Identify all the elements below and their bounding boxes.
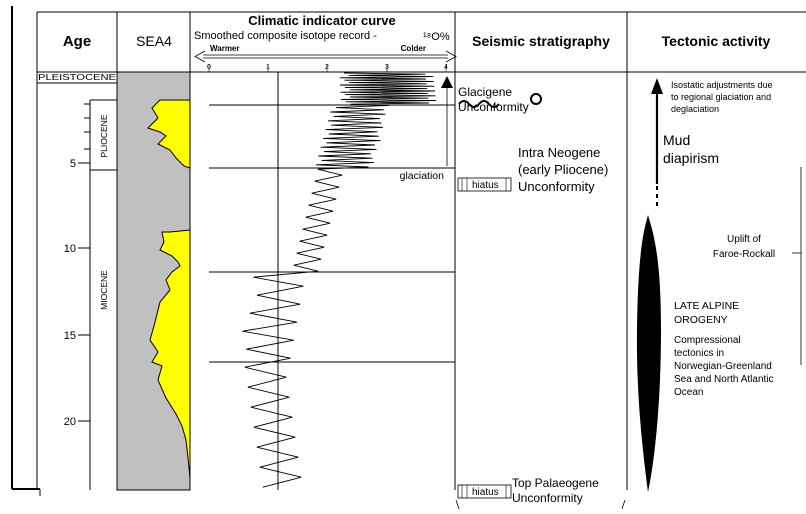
uplift-line-1: Uplift of <box>727 234 761 245</box>
isotope-symbol: ¹⁸O% <box>423 31 450 43</box>
hiatus-box-upper: hiatus <box>457 177 512 192</box>
compressional-line-2: tectonics in <box>674 348 724 359</box>
uplift-line-2: Faroe-Rockall <box>713 249 775 260</box>
glaciation-arrow-head <box>441 76 453 88</box>
age-tick-10: 10 <box>64 243 76 255</box>
outer-frame <box>11 6 41 496</box>
climate-subtitle: Smoothed composite isotope record - <box>194 30 377 42</box>
isostatic-line-3: deglaciation <box>671 104 719 114</box>
isostatic-line-1: Isostatic adjustments due <box>671 80 773 90</box>
sea4-column <box>116 71 191 491</box>
epoch-pliocene: PLIOCENE <box>99 114 109 157</box>
sea4-header: SEA4 <box>136 33 172 49</box>
header-row: Age SEA4 Climatic indicator curve Smooth… <box>36 11 806 490</box>
glaciation-label: glaciation <box>400 170 445 182</box>
glacigene-circle-icon <box>530 93 542 105</box>
warmer-colder-arrow <box>194 50 457 63</box>
scale-tick-1: 1 <box>266 64 270 71</box>
age-tick-20: 20 <box>64 416 76 428</box>
isotope-curve <box>242 72 437 488</box>
climate-title: Climatic indicator curve <box>248 13 395 28</box>
intra-neogene-line-3: Unconformity <box>518 179 595 194</box>
age-tick-5: 5 <box>70 158 76 170</box>
age-tick-15: 15 <box>64 330 76 342</box>
alpine-line-2: OROGENY <box>674 314 728 326</box>
scale-tick-2: 2 <box>325 64 329 71</box>
tectonic-header: Tectonic activity <box>662 33 771 49</box>
compressional-line-3: Norwegian-Greenland <box>674 361 772 372</box>
scale-tick-0: 0 <box>207 64 211 71</box>
mud-line-2: diapirism <box>663 150 719 166</box>
top-palaeogene-line-2: Unconformity <box>512 491 583 505</box>
sea4-yellow-pliocene <box>147 99 191 169</box>
sea4-yellow-miocene <box>149 229 191 479</box>
compressional-line-4: Sea and North Atlantic <box>674 374 774 385</box>
age-axis-ticks: 5 10 15 20 <box>64 103 90 428</box>
intra-neogene-line-2: (early Pliocene) <box>518 162 608 177</box>
age-header: Age <box>63 33 91 50</box>
mud-line-1: Mud <box>663 132 690 148</box>
warmer-label: Warmer <box>210 44 240 53</box>
hiatus-box-lower: hiatus <box>457 484 512 499</box>
compressional-line-1: Compressional <box>674 335 741 346</box>
climate-column: glaciation <box>209 72 455 490</box>
colder-label: Colder <box>401 44 426 53</box>
epoch-pleistocene: PLEISTOCENE <box>38 72 116 82</box>
compressional-line-5: Ocean <box>674 387 703 398</box>
late-alpine-orogeny-lens <box>636 215 661 492</box>
isotope-scale: 0 1 2 3 4 <box>207 64 448 72</box>
scale-tick-3: 3 <box>385 64 389 71</box>
epoch-miocene: MIOCENE <box>99 270 109 310</box>
glacigene-line-1: Glacigene <box>458 85 512 99</box>
isostatic-arrow-head <box>651 78 663 94</box>
isostatic-line-2: to regional glaciation and <box>671 92 771 102</box>
age-column: PLEISTOCENE PLIOCENE MIOCENE 5 10 15 20 <box>37 72 117 490</box>
seismic-header: Seismic stratigraphy <box>472 33 610 49</box>
scale-tick-4: 4 <box>444 64 448 71</box>
seismic-column: Glacigene Unconformity hiatus Intra Neog… <box>455 85 608 510</box>
hiatus-label-lower: hiatus <box>472 487 499 498</box>
top-palaeogene-line-1: Top Palaeogene <box>512 476 599 490</box>
alpine-line-1: LATE ALPINE <box>674 300 739 312</box>
hiatus-label-upper: hiatus <box>472 180 499 191</box>
tectonic-column: Isostatic adjustments due to regional gl… <box>621 78 802 510</box>
intra-neogene-line-1: Intra Neogene <box>518 145 600 160</box>
unconformity-wavy-line <box>458 100 500 108</box>
